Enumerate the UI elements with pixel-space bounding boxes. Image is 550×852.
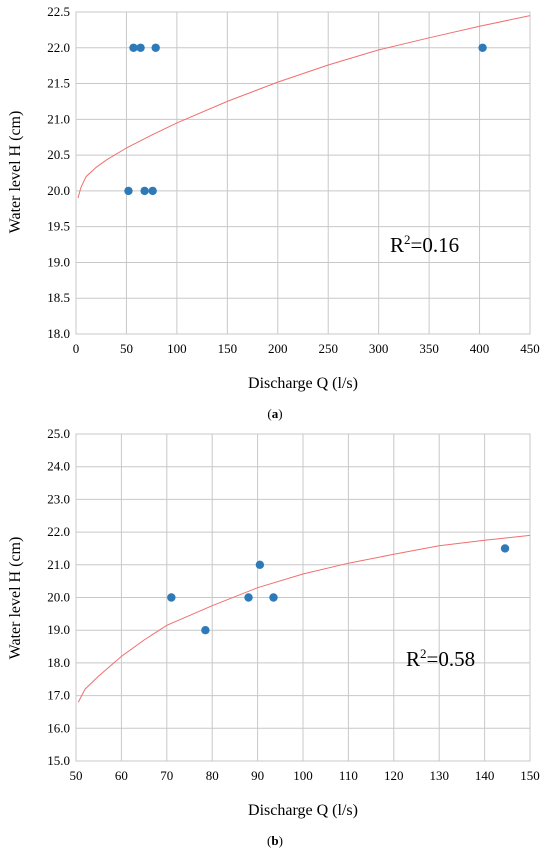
- x-tick-label: 50: [70, 768, 83, 783]
- panel-label-b: (b): [267, 833, 283, 848]
- x-tick-label: 70: [160, 768, 173, 783]
- panel-letter-a: a: [272, 406, 279, 421]
- y-tick-label: 18.5: [47, 290, 70, 305]
- x-tick-label: 400: [470, 341, 490, 356]
- data-point: [124, 186, 133, 196]
- y-tick-label: 20.5: [47, 147, 70, 162]
- y-tick-label: 21.0: [47, 557, 70, 572]
- y-tick-label: 20.0: [47, 590, 70, 605]
- x-tick-label: 450: [520, 341, 540, 356]
- r-squared-annotation-a: R2=0.16: [390, 232, 459, 257]
- y-tick-label: 18.0: [47, 655, 70, 670]
- data-point: [167, 593, 176, 602]
- y-tick-labels-b: 15.0 16.0 17.0 18.0 19.0 20.0 21.0 22.0 23.0 24.0…: [47, 426, 70, 768]
- data-point: [478, 43, 487, 52]
- r2-base-b: R: [406, 647, 420, 671]
- x-tick-label: 0: [73, 341, 80, 356]
- y-tick-label: 19.5: [47, 219, 70, 234]
- r2-sup-b: 2: [420, 646, 427, 661]
- y-tick-labels-a: 18.0 18.5 19.0 19.5 20.0 20.5 21.0 21.5 22.0 22.5: [47, 4, 70, 341]
- y-axis-title-b: Water level H (cm): [7, 537, 24, 660]
- data-point: [255, 560, 265, 569]
- x-tick-label: 300: [369, 341, 389, 356]
- x-tick-label: 150: [520, 768, 540, 783]
- gridlines-b: [75, 433, 531, 762]
- data-point: [244, 593, 253, 602]
- x-tick-labels-b: 50 60 70 80 90 100 110 120 130 140 150: [70, 768, 540, 783]
- x-tick-labels-a: 0 50 100 150 200 250 300 350 400 450: [73, 341, 540, 356]
- y-tick-label: 22.5: [47, 4, 70, 19]
- y-tick-label: 19.0: [47, 622, 70, 637]
- chart-panel-b: 15.0 16.0 17.0 18.0 19.0 20.0 21.0 22.0 23.0 24.0…: [7, 426, 540, 848]
- chart-panel-a: 18.0 18.5 19.0 19.5 20.0 20.5 21.0 21.5 22.0 22.5…: [7, 4, 540, 421]
- panel-label-a: (a): [267, 406, 282, 421]
- data-points-a: [124, 43, 487, 196]
- x-tick-label: 140: [475, 768, 495, 783]
- y-tick-label: 23.0: [47, 491, 70, 506]
- y-tick-label: 20.0: [47, 183, 70, 198]
- y-tick-label: 18.0: [47, 326, 70, 341]
- y-tick-label: 21.5: [47, 76, 70, 91]
- x-axis-title-b: Discharge Q (l/s): [248, 802, 358, 819]
- y-tick-label: 17.0: [47, 688, 70, 703]
- y-axis-title-a: Water level H (cm): [7, 111, 24, 234]
- r2-base-a: R: [390, 233, 404, 257]
- data-point: [136, 43, 145, 52]
- x-tick-label: 50: [120, 341, 133, 356]
- x-tick-label: 250: [318, 341, 338, 356]
- y-tick-label: 22.0: [47, 40, 70, 55]
- x-tick-label: 110: [339, 768, 358, 783]
- r2-sup-a: 2: [404, 232, 411, 247]
- x-tick-label: 120: [384, 768, 404, 783]
- data-points-b: [167, 544, 510, 635]
- data-point: [140, 186, 149, 196]
- data-point: [151, 43, 160, 52]
- data-point: [269, 593, 278, 602]
- data-point: [201, 626, 210, 635]
- r2-value-b: =0.58: [427, 647, 476, 671]
- y-tick-label: 15.0: [47, 753, 70, 768]
- y-tick-label: 22.0: [47, 524, 70, 539]
- y-tick-label: 21.0: [47, 111, 70, 126]
- fit-curve-b: [77, 534, 531, 703]
- r2-value-a: =0.16: [411, 233, 460, 257]
- x-tick-label: 350: [419, 341, 439, 356]
- x-tick-label: 200: [268, 341, 288, 356]
- y-tick-label: 16.0: [47, 720, 70, 735]
- fit-curve-a: [77, 15, 531, 199]
- x-axis-title-a: Discharge Q (l/s): [248, 375, 358, 392]
- r-squared-annotation-b: R2=0.58: [406, 646, 475, 671]
- x-tick-label: 80: [206, 768, 219, 783]
- x-tick-label: 90: [251, 768, 264, 783]
- x-tick-label: 130: [429, 768, 449, 783]
- panel-letter-b: b: [271, 833, 278, 848]
- data-point: [500, 544, 510, 553]
- x-tick-label: 100: [293, 768, 313, 783]
- x-tick-label: 60: [115, 768, 128, 783]
- gridlines-a: [75, 11, 531, 335]
- data-point: [129, 43, 138, 52]
- y-tick-label: 19.0: [47, 254, 70, 269]
- x-tick-label: 100: [167, 341, 187, 356]
- plot-area-a: [75, 11, 531, 335]
- x-tick-label: 150: [218, 341, 238, 356]
- y-tick-label: 24.0: [47, 459, 70, 474]
- data-point: [148, 186, 157, 196]
- y-tick-label: 25.0: [47, 426, 70, 441]
